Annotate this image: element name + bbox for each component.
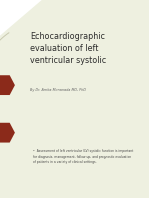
Polygon shape xyxy=(0,75,15,95)
Polygon shape xyxy=(0,123,15,143)
Text: •  Assessment of left ventricular (LV) systolic function is important
for diagno: • Assessment of left ventricular (LV) sy… xyxy=(33,149,133,164)
Text: By Dr. Amita Monanada MD, PhD: By Dr. Amita Monanada MD, PhD xyxy=(30,88,86,92)
Text: Echocardiographic
evaluation of left
ventricular systolic: Echocardiographic evaluation of left ven… xyxy=(30,32,106,65)
Polygon shape xyxy=(0,0,42,36)
